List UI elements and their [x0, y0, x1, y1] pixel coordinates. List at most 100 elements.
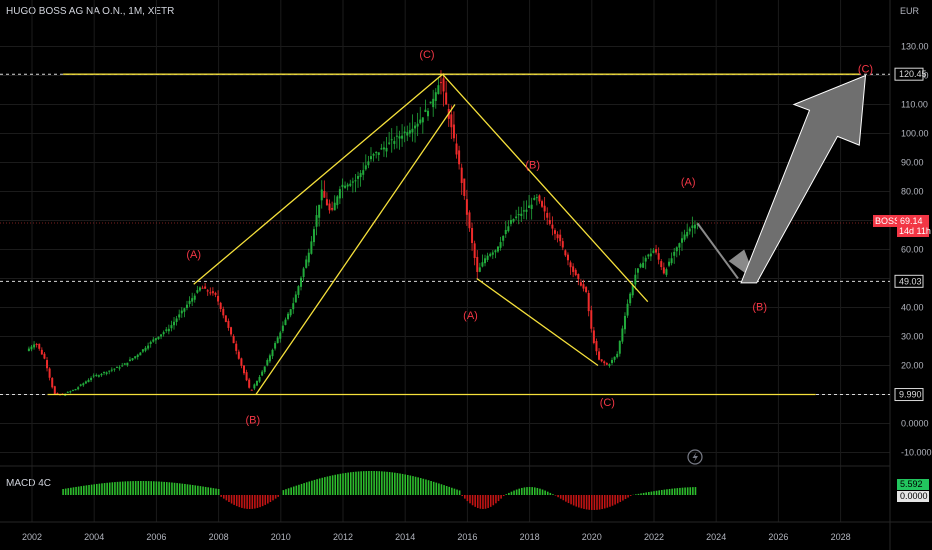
candle-body — [543, 205, 546, 212]
alert-icon[interactable] — [687, 449, 703, 465]
x-tick-label: 2024 — [706, 532, 726, 542]
candle-body — [553, 230, 556, 234]
candle-body — [173, 321, 176, 326]
candle-body — [494, 250, 497, 253]
macd-bar — [541, 489, 544, 495]
candle-body — [613, 356, 616, 360]
wave-label: (A) — [681, 177, 696, 189]
countdown-label: 14d 11h — [899, 226, 931, 236]
macd-bar — [251, 495, 254, 509]
candle-body — [193, 295, 196, 300]
macd-bar — [404, 474, 406, 495]
macd-bar — [378, 471, 381, 495]
macd-bar — [640, 493, 642, 495]
candle-body — [380, 148, 383, 150]
macd-bar — [593, 495, 596, 510]
candle-body — [287, 313, 290, 320]
macd-bar — [70, 487, 72, 495]
macd-bar — [609, 495, 611, 507]
candle-body — [649, 253, 652, 257]
y-tick-label: 80.00 — [901, 187, 924, 197]
candle-body — [629, 293, 632, 304]
candle-body — [310, 241, 313, 254]
macd-bar — [658, 490, 660, 495]
macd-bar — [388, 472, 391, 495]
candle-body — [346, 184, 349, 187]
macd-bar — [578, 495, 580, 508]
candle-body — [230, 327, 233, 335]
macd-bar — [191, 485, 194, 495]
candle-body — [149, 341, 152, 345]
candle-body — [395, 135, 398, 137]
candle-body — [178, 314, 181, 318]
macd-bar — [137, 481, 140, 495]
candle-body — [367, 161, 370, 166]
candle-body — [87, 379, 90, 383]
candle-body — [266, 360, 269, 366]
candle-body — [660, 261, 663, 268]
macd-bar — [570, 495, 572, 505]
candle-body — [292, 303, 295, 310]
macd-bar — [150, 481, 153, 495]
macd-bar — [637, 493, 640, 495]
candle-body — [302, 268, 305, 278]
candle-body — [154, 338, 157, 341]
candle-body — [180, 310, 183, 314]
macd-bar — [85, 485, 88, 495]
candle-body — [185, 304, 188, 308]
macd-bar — [129, 481, 132, 495]
candle-body — [455, 143, 458, 155]
candle-body — [525, 209, 528, 212]
macd-bar — [362, 471, 365, 495]
macd-bar — [554, 495, 557, 496]
macd-bar — [298, 484, 300, 495]
x-tick-label: 2016 — [457, 532, 477, 542]
macd-bar — [326, 476, 329, 495]
y-tick-label: 30.00 — [901, 332, 924, 342]
macd-bar — [303, 483, 305, 495]
candle-body — [297, 286, 300, 295]
candle-body — [520, 213, 523, 216]
macd-bar — [132, 481, 134, 495]
candle-body — [165, 329, 168, 331]
candle-body — [268, 355, 271, 362]
candle-body — [51, 378, 54, 388]
candle-body — [198, 287, 201, 291]
candle-body — [175, 318, 178, 322]
candle-body — [248, 379, 251, 388]
candle-body — [351, 181, 354, 183]
macd-bar — [596, 495, 598, 510]
macd-bar — [523, 487, 526, 495]
macd-bar — [212, 488, 215, 495]
macd-bar — [106, 482, 108, 495]
macd-bar — [238, 495, 241, 508]
macd-bar — [101, 483, 103, 495]
candle-body — [263, 366, 266, 372]
candle-body — [92, 375, 95, 377]
candle-body — [631, 285, 634, 296]
candle-body — [196, 290, 199, 293]
candle-body — [683, 234, 686, 240]
macd-bar — [562, 495, 565, 501]
candle-body — [522, 210, 525, 212]
candle-body — [401, 135, 404, 139]
macd-bar — [557, 495, 559, 498]
candle-body — [460, 167, 463, 183]
candle-body — [136, 354, 139, 358]
macd-bar — [453, 488, 456, 495]
macd-bar — [88, 485, 90, 495]
macd-histogram — [62, 471, 697, 510]
macd-bar — [668, 488, 671, 495]
candle-body — [56, 393, 59, 395]
macd-bar — [484, 495, 487, 509]
macd-bar — [653, 491, 655, 495]
candle-body — [157, 336, 160, 340]
candle-body — [312, 229, 315, 243]
macd-bar — [381, 471, 383, 495]
macd-bar — [264, 495, 267, 505]
candle-body — [258, 376, 261, 382]
candle-body — [214, 292, 217, 295]
macd-bar — [689, 487, 692, 495]
macd-bar — [349, 472, 352, 495]
